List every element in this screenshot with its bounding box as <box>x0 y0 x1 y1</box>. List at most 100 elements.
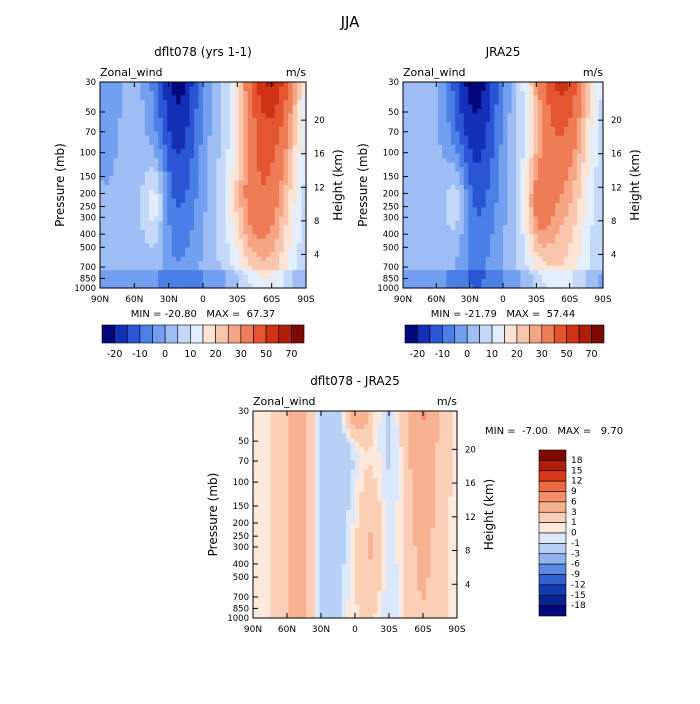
field-cell <box>248 225 253 230</box>
field-cell <box>503 266 508 271</box>
field-cell <box>407 95 412 100</box>
field-cell <box>481 230 486 235</box>
field-cell <box>407 154 412 159</box>
field-cell <box>158 275 163 280</box>
field-cell <box>594 212 599 217</box>
field-cell <box>417 438 422 443</box>
field-cell <box>551 145 556 150</box>
field-cell <box>140 122 145 127</box>
field-cell <box>477 95 482 100</box>
field-cell <box>473 194 478 199</box>
field-cell <box>212 270 217 275</box>
field-cell <box>420 140 425 145</box>
field-cell <box>538 86 543 91</box>
field-cell <box>435 452 440 457</box>
field-cell <box>577 136 582 141</box>
field-cell <box>442 158 447 163</box>
field-cell <box>248 207 253 212</box>
field-cell <box>464 189 469 194</box>
field-cell <box>412 140 417 145</box>
field-cell <box>455 243 460 248</box>
field-cell <box>230 176 235 181</box>
field-cell <box>271 447 276 452</box>
field-cell <box>297 456 302 461</box>
field-cell <box>503 82 508 87</box>
field-cell <box>433 127 438 132</box>
field-cell <box>149 91 154 96</box>
field-cell <box>149 136 154 141</box>
field-cell <box>481 158 486 163</box>
field-cell <box>520 252 525 257</box>
field-cell <box>429 212 434 217</box>
field-cell <box>481 91 486 96</box>
field-cell <box>520 163 525 168</box>
field-cell <box>444 452 449 457</box>
field-cell <box>416 109 421 114</box>
field-cell <box>158 109 163 114</box>
field-cell <box>359 461 364 466</box>
field-cell <box>460 176 465 181</box>
field-cell <box>429 154 434 159</box>
field-cell <box>468 91 473 96</box>
field-cell <box>158 203 163 208</box>
field-cell <box>442 122 447 127</box>
field-cell <box>284 158 289 163</box>
field-cell <box>429 145 434 150</box>
field-cell <box>460 248 465 253</box>
field-cell <box>270 91 275 96</box>
field-cell <box>477 172 482 177</box>
field-cell <box>455 118 460 123</box>
field-cell <box>560 109 565 114</box>
field-cell <box>194 82 199 87</box>
field-cell <box>257 100 262 105</box>
field-cell <box>503 185 508 190</box>
field-cell <box>560 225 565 230</box>
field-cell <box>284 216 289 221</box>
field-cell <box>185 158 190 163</box>
field-cell <box>315 456 320 461</box>
field-cell <box>477 113 482 118</box>
field-cell <box>533 136 538 141</box>
field-cell <box>455 172 460 177</box>
field-cell <box>490 248 495 253</box>
field-cell <box>468 95 473 100</box>
field-cell <box>468 181 473 186</box>
field-cell <box>590 234 595 239</box>
field-cell <box>533 118 538 123</box>
field-cell <box>216 207 221 212</box>
field-cell <box>172 154 177 159</box>
field-cell <box>324 447 329 452</box>
field-cell <box>586 216 591 221</box>
field-cell <box>486 109 491 114</box>
field-cell <box>460 100 465 105</box>
field-cell <box>239 207 244 212</box>
field-cell <box>167 127 172 132</box>
field-cell <box>185 270 190 275</box>
units-label: m/s <box>583 66 603 79</box>
field-cell <box>172 91 177 96</box>
field-cell <box>355 461 360 466</box>
field-cell <box>494 261 499 266</box>
field-cell <box>507 95 512 100</box>
field-cell <box>351 416 356 421</box>
field-cell <box>594 207 599 212</box>
field-cell <box>140 234 145 239</box>
field-cell <box>420 266 425 271</box>
field-cell <box>460 113 465 118</box>
field-cell <box>468 136 473 141</box>
field-cell <box>542 131 547 136</box>
field-cell <box>288 140 293 145</box>
field-cell <box>460 189 465 194</box>
field-cell <box>104 118 109 123</box>
field-cell <box>127 118 132 123</box>
field-cell <box>270 131 275 136</box>
field-cell <box>407 261 412 266</box>
field-cell <box>444 425 449 430</box>
field-cell <box>481 234 486 239</box>
field-cell <box>320 465 325 470</box>
field-cell <box>176 163 181 168</box>
field-cell <box>442 212 447 217</box>
field-cell <box>221 154 226 159</box>
p-tick-label: 850 <box>383 274 399 284</box>
field-cell <box>230 225 235 230</box>
